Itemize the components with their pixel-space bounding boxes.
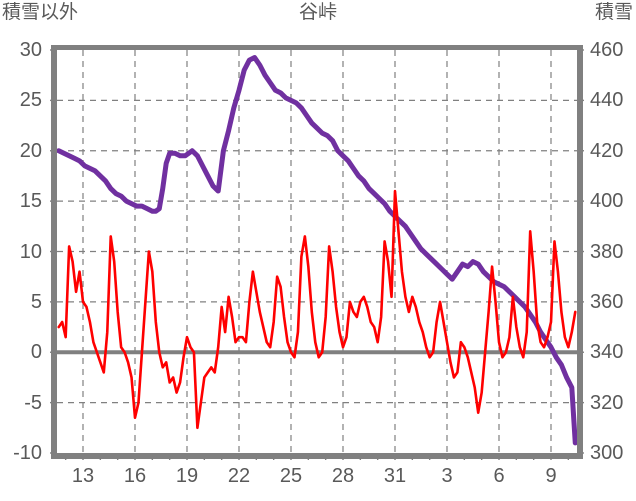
x-tick-22: 22	[227, 465, 251, 487]
y-tick-right-400: 400	[590, 190, 624, 213]
left-axis-title: 積雪以外	[2, 2, 79, 23]
y-tick-right-360: 360	[590, 290, 624, 313]
series-line-temperature	[57, 189, 577, 430]
y-tick-left-30: 30	[19, 39, 42, 61]
series-line-snow	[57, 55, 577, 446]
x-tick-9: 9	[545, 465, 557, 487]
plot-area	[51, 45, 583, 459]
x-tick-13: 13	[71, 465, 95, 487]
y-tick-right-320: 320	[590, 391, 624, 414]
x-tick-6: 6	[493, 465, 505, 487]
x-tick-3: 3	[441, 465, 453, 487]
x-tick-19: 19	[175, 465, 199, 487]
plot-canvas	[57, 50, 577, 453]
series-layer	[57, 55, 577, 446]
y-tick-right-300: 300	[590, 442, 624, 464]
y-tick-left-5: 5	[30, 290, 42, 313]
y-tick-left--5: -5	[24, 391, 42, 414]
y-tick-left-0: 0	[30, 341, 42, 364]
y-tick-right-440: 440	[590, 89, 624, 112]
y-axis-left: -10 -5 0 5 10 15 20 25 30	[0, 0, 46, 501]
gridlines	[57, 50, 577, 453]
y-tick-right-460: 460	[590, 39, 624, 61]
y-tick-left-25: 25	[19, 89, 42, 112]
right-axis-title: 積雪	[594, 2, 633, 23]
y-tick-right-420: 420	[590, 139, 624, 162]
chart-svg	[57, 50, 577, 453]
y-tick-left-10: 10	[19, 240, 42, 263]
x-tick-16: 16	[123, 465, 147, 487]
y-tick-right-380: 380	[590, 240, 624, 263]
y-tick-left-15: 15	[19, 190, 42, 213]
x-tick-25: 25	[279, 465, 303, 487]
x-tick-31: 31	[383, 465, 407, 487]
page-title: 谷峠	[298, 2, 337, 23]
y-tick-left-20: 20	[19, 139, 42, 162]
y-tick-right-340: 340	[590, 341, 624, 364]
x-axis: 13 16 19 22 25 28 31 3 6 9	[0, 462, 636, 501]
y-axis-right: 300 320 340 360 380 400 420 440 460	[590, 0, 636, 501]
y-tick-left--10: -10	[13, 442, 42, 464]
x-tick-28: 28	[331, 465, 355, 487]
